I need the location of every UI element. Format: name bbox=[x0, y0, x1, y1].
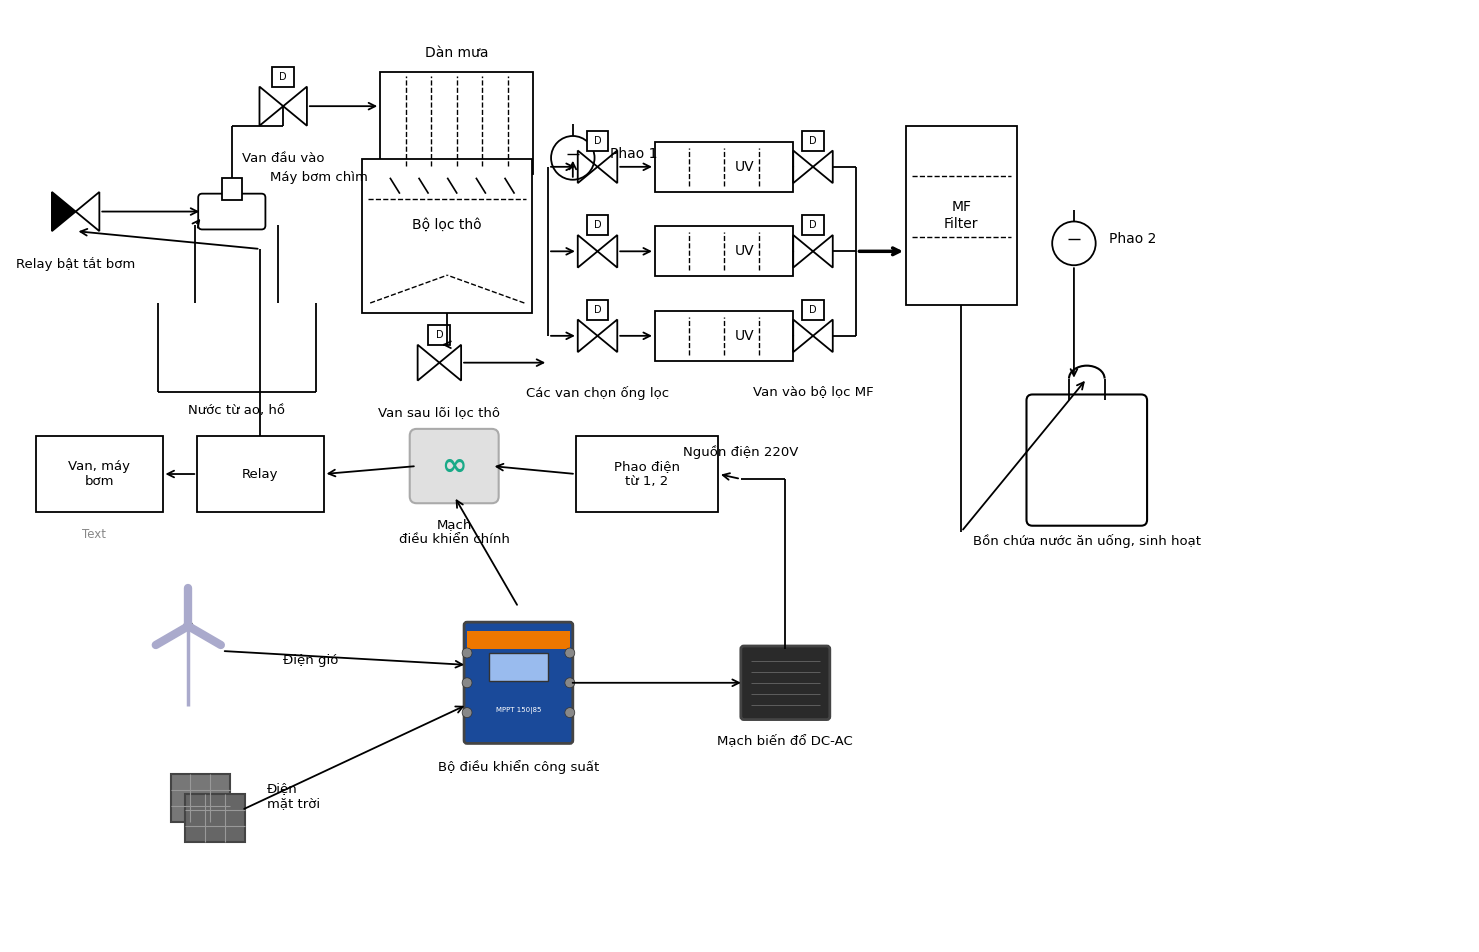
FancyBboxPatch shape bbox=[488, 653, 549, 681]
Polygon shape bbox=[52, 192, 75, 231]
FancyBboxPatch shape bbox=[170, 774, 229, 822]
FancyBboxPatch shape bbox=[222, 178, 241, 200]
Text: D: D bbox=[593, 135, 602, 146]
Circle shape bbox=[565, 707, 575, 718]
Text: MPPT 150|85: MPPT 150|85 bbox=[495, 707, 541, 714]
FancyBboxPatch shape bbox=[655, 142, 793, 191]
Text: Phao 1: Phao 1 bbox=[611, 147, 658, 161]
Text: Phao điện
từ 1, 2: Phao điện từ 1, 2 bbox=[614, 460, 680, 488]
Text: Text: Text bbox=[83, 527, 106, 541]
FancyBboxPatch shape bbox=[185, 794, 244, 842]
Text: UV: UV bbox=[735, 328, 754, 343]
Text: D: D bbox=[809, 305, 816, 314]
Text: Van, máy
bơm: Van, máy bơm bbox=[68, 460, 130, 488]
FancyBboxPatch shape bbox=[464, 623, 572, 744]
FancyBboxPatch shape bbox=[587, 215, 608, 235]
Text: Điện gió: Điện gió bbox=[282, 654, 339, 667]
Text: D: D bbox=[593, 220, 602, 230]
Text: Bồn chứa nước ăn uống, sinh hoạt: Bồn chứa nước ăn uống, sinh hoạt bbox=[973, 534, 1201, 547]
FancyBboxPatch shape bbox=[1026, 394, 1148, 526]
Circle shape bbox=[461, 678, 472, 687]
Text: Van vào bộ lọc MF: Van vào bộ lọc MF bbox=[753, 386, 873, 399]
Circle shape bbox=[183, 622, 192, 630]
FancyBboxPatch shape bbox=[272, 67, 294, 87]
Text: Bộ điều khiển công suất: Bộ điều khiển công suất bbox=[438, 761, 599, 774]
Text: Nước từ ao, hồ: Nước từ ao, hồ bbox=[188, 405, 285, 417]
Text: Mạch biến đổ DC-AC: Mạch biến đổ DC-AC bbox=[717, 735, 853, 747]
FancyBboxPatch shape bbox=[198, 193, 265, 229]
Text: D: D bbox=[435, 329, 444, 340]
Text: Phao 2: Phao 2 bbox=[1109, 232, 1157, 247]
Text: D: D bbox=[593, 305, 602, 314]
Text: D: D bbox=[809, 220, 816, 230]
FancyBboxPatch shape bbox=[197, 436, 324, 512]
Text: UV: UV bbox=[735, 160, 754, 174]
FancyBboxPatch shape bbox=[587, 300, 608, 320]
Text: D: D bbox=[809, 135, 816, 146]
Text: Nguồn điện 220V: Nguồn điện 220V bbox=[683, 446, 799, 459]
Circle shape bbox=[461, 707, 472, 718]
FancyBboxPatch shape bbox=[429, 325, 450, 345]
Text: UV: UV bbox=[735, 245, 754, 258]
Text: ∞: ∞ bbox=[442, 451, 467, 481]
FancyBboxPatch shape bbox=[380, 72, 534, 174]
FancyBboxPatch shape bbox=[655, 227, 793, 276]
Text: Van đầu vào: Van đầu vào bbox=[243, 152, 324, 165]
FancyBboxPatch shape bbox=[802, 215, 824, 235]
Circle shape bbox=[565, 678, 575, 687]
FancyBboxPatch shape bbox=[575, 436, 719, 512]
Text: Relay: Relay bbox=[243, 467, 278, 481]
Text: Relay bật tắt bơm: Relay bật tắt bơm bbox=[16, 257, 135, 271]
Text: D: D bbox=[280, 71, 287, 82]
Circle shape bbox=[565, 648, 575, 658]
FancyBboxPatch shape bbox=[467, 631, 569, 649]
FancyBboxPatch shape bbox=[362, 159, 532, 313]
Text: Dàn mưa: Dàn mưa bbox=[424, 47, 488, 60]
Text: Điện
mặt trời: Điện mặt trời bbox=[268, 783, 321, 810]
FancyBboxPatch shape bbox=[35, 436, 163, 512]
FancyBboxPatch shape bbox=[741, 646, 830, 720]
FancyBboxPatch shape bbox=[802, 130, 824, 150]
Text: Máy bơm chìm: Máy bơm chìm bbox=[269, 170, 368, 184]
Text: Mạch
điều khiển chính: Mạch điều khiển chính bbox=[399, 518, 510, 545]
FancyBboxPatch shape bbox=[802, 300, 824, 320]
Text: Van sau lõi lọc thô: Van sau lõi lọc thô bbox=[379, 407, 500, 420]
Circle shape bbox=[461, 648, 472, 658]
FancyBboxPatch shape bbox=[655, 311, 793, 361]
Text: Bộ lọc thô: Bộ lọc thô bbox=[413, 218, 482, 232]
Text: MF
Filter: MF Filter bbox=[944, 201, 979, 230]
FancyBboxPatch shape bbox=[907, 126, 1016, 305]
FancyBboxPatch shape bbox=[587, 130, 608, 150]
FancyBboxPatch shape bbox=[410, 429, 498, 504]
Text: Các van chọn ống lọc: Các van chọn ống lọc bbox=[527, 386, 669, 400]
